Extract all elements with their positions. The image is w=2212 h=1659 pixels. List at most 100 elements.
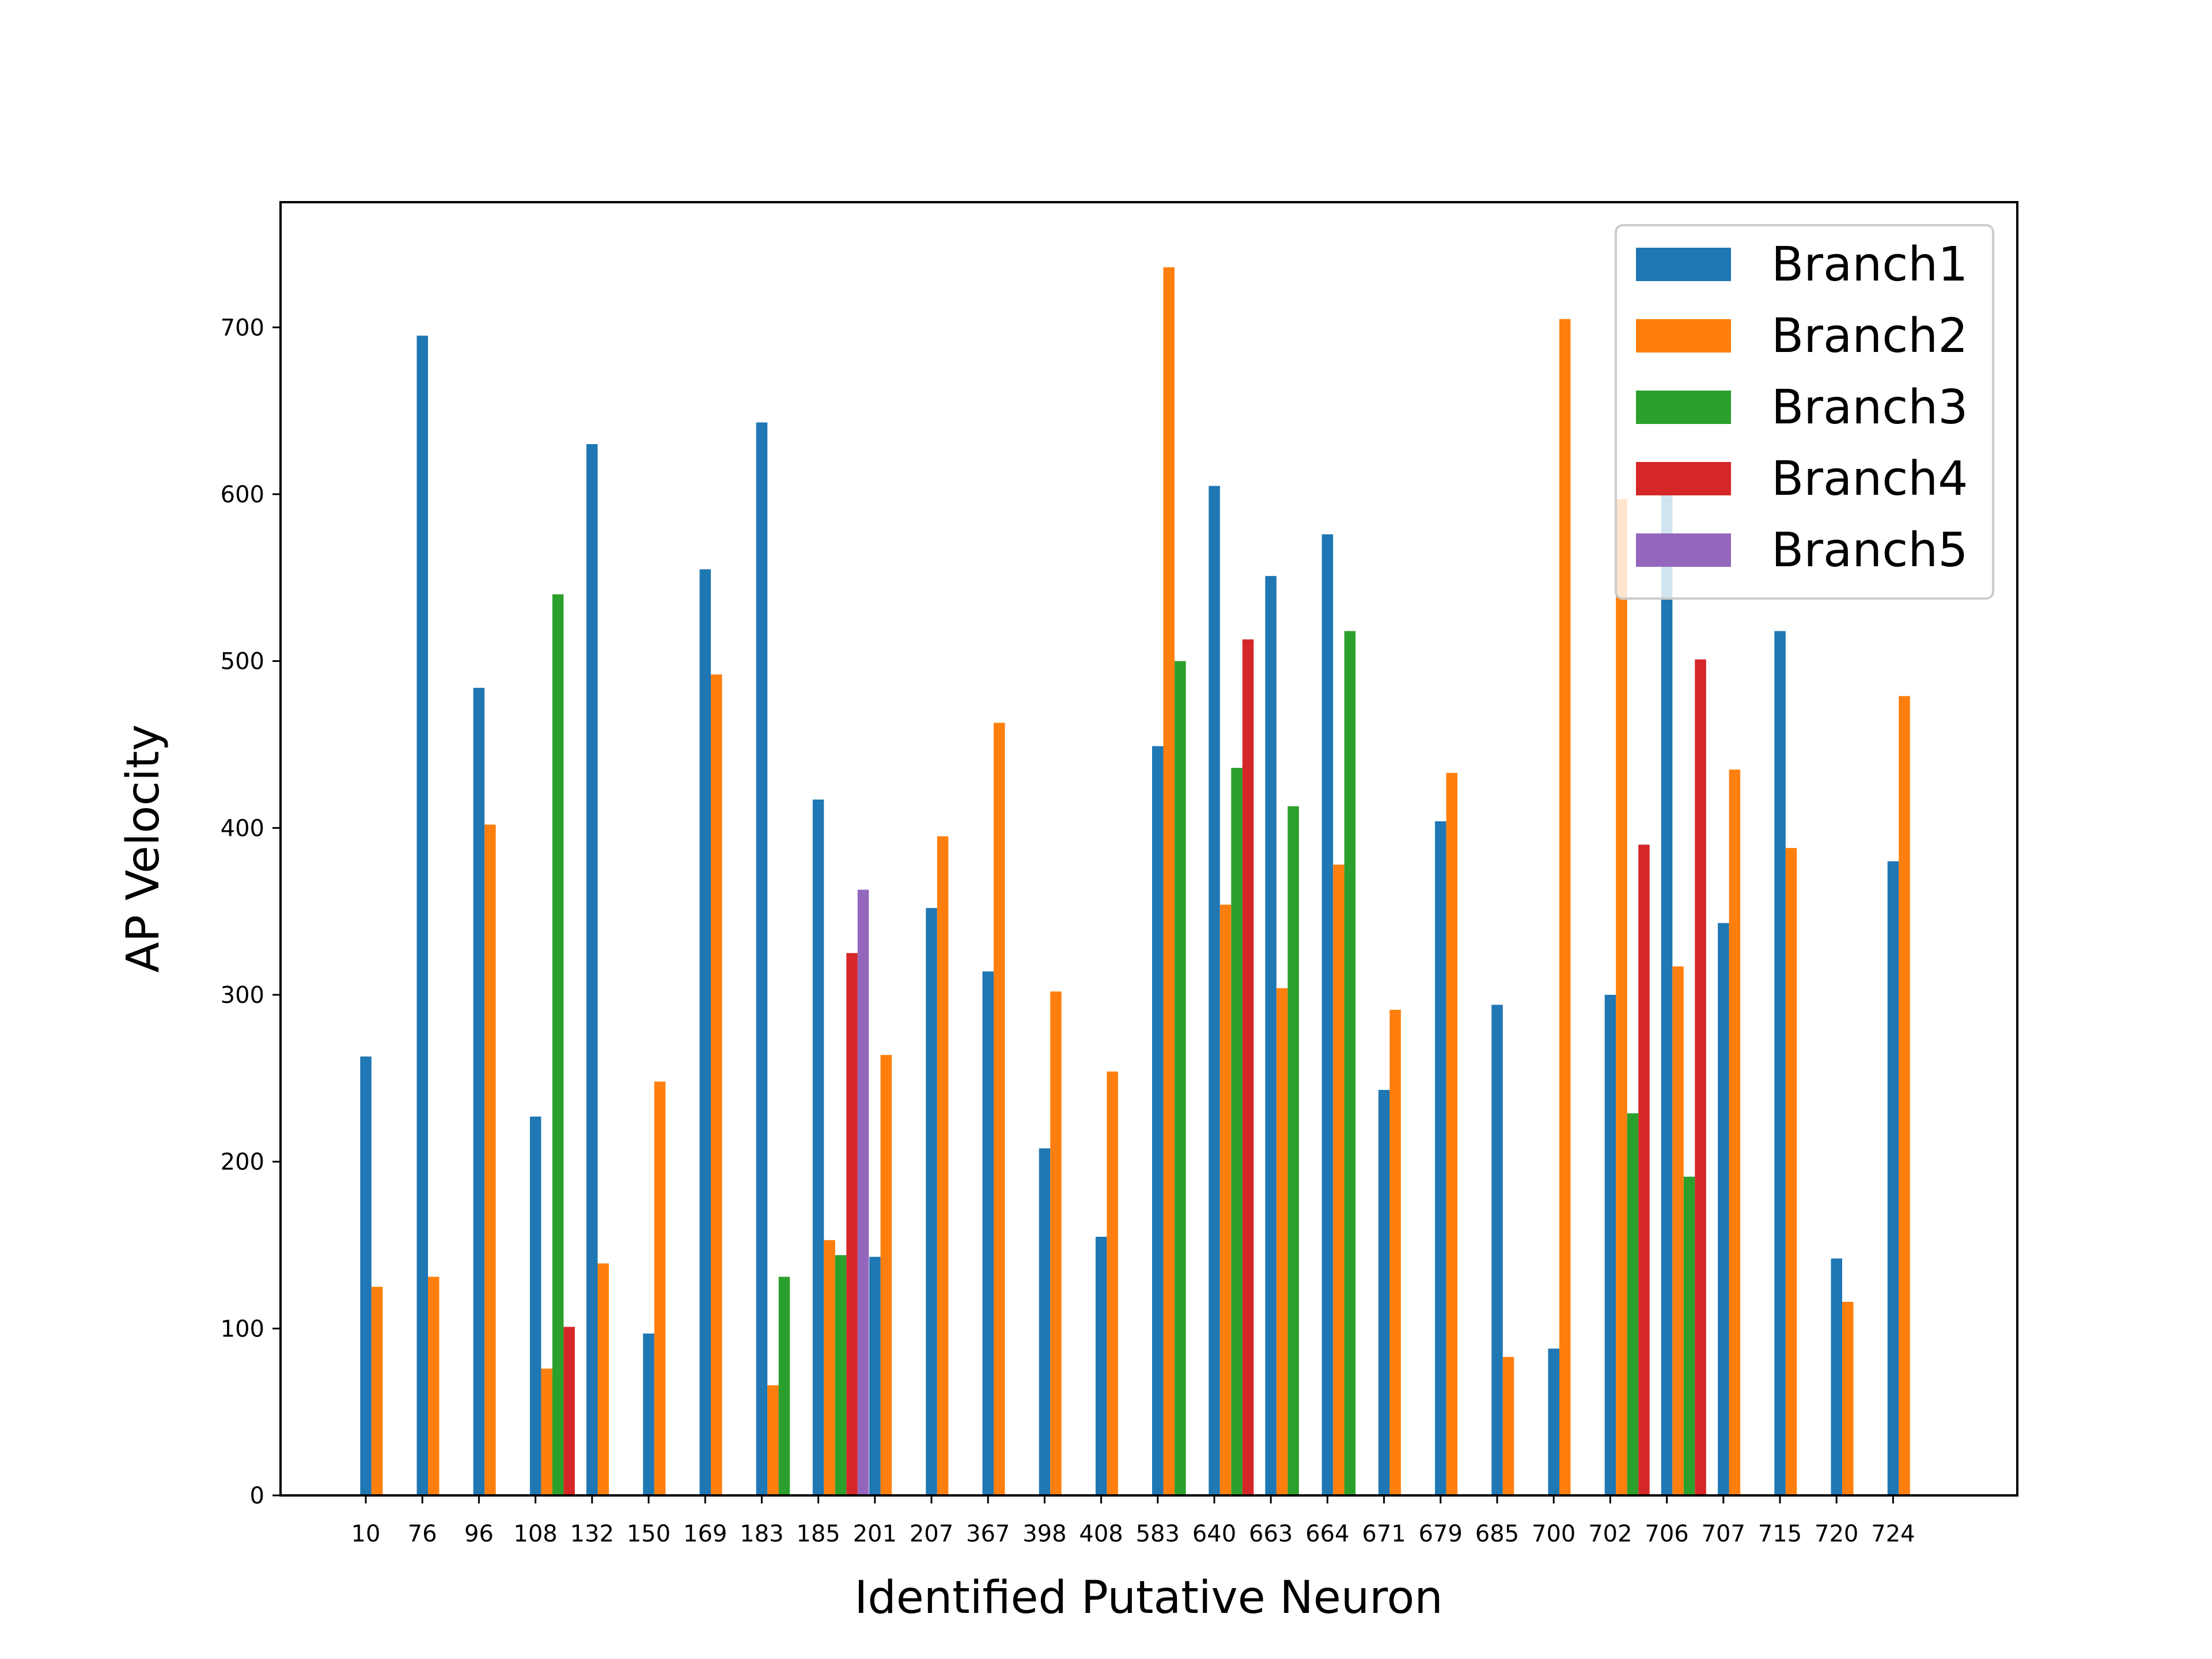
y-tick-label: 0 <box>250 1483 264 1509</box>
x-tick-label: 108 <box>513 1521 557 1547</box>
bar-branch2-367 <box>994 722 1005 1495</box>
x-tick-label: 96 <box>464 1521 494 1547</box>
bar-branch2-150 <box>654 1081 666 1495</box>
x-tick-label: 706 <box>1645 1521 1688 1547</box>
bar-branch2-207 <box>937 836 949 1495</box>
bar-branch2-76 <box>428 1277 440 1495</box>
bar-branch4-185 <box>846 953 858 1495</box>
y-tick-label: 200 <box>221 1149 264 1176</box>
bar-branch2-700 <box>1559 319 1571 1495</box>
x-tick-label: 207 <box>910 1521 953 1547</box>
bar-branch1-10 <box>360 1056 372 1495</box>
y-tick-label: 600 <box>221 482 264 508</box>
x-tick-label: 367 <box>966 1521 1010 1547</box>
bar-branch2-671 <box>1389 1010 1401 1495</box>
bar-branch1-720 <box>1831 1258 1842 1495</box>
y-axis-label: AP Velocity <box>118 724 169 972</box>
y-tick-label: 700 <box>221 315 264 341</box>
bar-branch2-132 <box>597 1263 609 1495</box>
bar-branch2-707 <box>1729 769 1741 1495</box>
bar-branch2-169 <box>711 674 722 1495</box>
bar-branch3-640 <box>1231 768 1243 1495</box>
bar-branch2-724 <box>1899 696 1910 1495</box>
bar-branch1-664 <box>1321 534 1334 1495</box>
legend-swatch-branch2 <box>1636 319 1731 353</box>
bar-branch2-663 <box>1276 988 1288 1495</box>
bar-branch3-108 <box>552 594 564 1495</box>
x-tick-label: 398 <box>1022 1521 1066 1547</box>
bar-branch2-108 <box>541 1368 552 1495</box>
bar-branch2-398 <box>1050 991 1062 1495</box>
bar-branch1-398 <box>1039 1148 1051 1495</box>
x-tick-label: 583 <box>1136 1521 1180 1547</box>
bar-branch3-183 <box>778 1277 790 1495</box>
bar-branch2-679 <box>1446 772 1458 1495</box>
bar-branch4-702 <box>1638 844 1650 1495</box>
legend-label-branch2: Branch2 <box>1771 309 1968 363</box>
bar-branch3-664 <box>1344 631 1356 1495</box>
bar-branch1-715 <box>1774 631 1786 1495</box>
y-tick-label: 100 <box>221 1316 264 1342</box>
x-axis-ticks: 10 76 96 108 132 150 169 183 185 201 207 367 398 408 5… <box>351 1495 1915 1547</box>
bar-branch3-583 <box>1175 661 1186 1495</box>
x-tick-label: 640 <box>1192 1521 1236 1547</box>
x-tick-label: 724 <box>1871 1521 1915 1547</box>
bar-branch5-185 <box>857 889 869 1495</box>
bar-branch1-207 <box>926 908 937 1495</box>
legend-frame <box>1615 224 1994 600</box>
bar-branch1-685 <box>1491 1005 1503 1495</box>
x-tick-label: 707 <box>1702 1521 1745 1547</box>
bar-branch2-640 <box>1219 904 1232 1495</box>
legend: Branch1 Branch2 Branch3 Branch4 Branch5 <box>1615 224 1994 600</box>
x-tick-label: 685 <box>1475 1521 1519 1547</box>
x-tick-label: 76 <box>408 1521 437 1547</box>
bar-branch1-185 <box>812 800 824 1495</box>
bar-branch1-183 <box>756 422 768 1495</box>
legend-label-branch1: Branch1 <box>1771 237 1968 292</box>
bar-branch1-367 <box>982 971 994 1495</box>
bar-branch1-671 <box>1378 1090 1390 1495</box>
bar-branch1-700 <box>1548 1349 1559 1495</box>
bar-branch2-664 <box>1333 865 1344 1495</box>
legend-swatch-branch3 <box>1636 391 1731 424</box>
bar-branch1-663 <box>1265 575 1277 1495</box>
bar-branch2-583 <box>1163 267 1175 1495</box>
x-tick-label: 150 <box>627 1521 671 1547</box>
x-tick-label: 169 <box>683 1521 727 1547</box>
x-tick-label: 679 <box>1419 1521 1463 1547</box>
y-tick-label: 500 <box>221 649 264 675</box>
x-tick-label: 663 <box>1249 1521 1293 1547</box>
axes-frame <box>279 201 2018 1497</box>
y-tick-label: 300 <box>221 982 264 1009</box>
x-tick-label: 408 <box>1079 1521 1123 1547</box>
legend-swatch-branch5 <box>1636 533 1731 567</box>
x-tick-label: 700 <box>1532 1521 1575 1547</box>
bars-group <box>360 267 1910 1496</box>
bar-branch1-201 <box>869 1256 881 1495</box>
x-axis-label: Identified Putative Neuron <box>854 1572 1443 1624</box>
x-tick-label: 715 <box>1758 1521 1802 1547</box>
bar-branch2-706 <box>1672 966 1684 1495</box>
x-tick-label: 201 <box>853 1521 897 1547</box>
bar-branch2-685 <box>1502 1357 1514 1495</box>
legend-label-branch4: Branch4 <box>1771 452 1968 506</box>
bar-branch1-76 <box>416 335 428 1496</box>
bar-branch3-663 <box>1287 806 1299 1495</box>
bar-branch1-169 <box>699 569 711 1495</box>
legend-swatch-branch1 <box>1636 248 1731 281</box>
bar-branch2-10 <box>371 1286 383 1495</box>
bar-branch2-96 <box>484 824 496 1495</box>
x-tick-label: 185 <box>796 1521 840 1547</box>
legend-swatch-branch4 <box>1636 462 1731 495</box>
bar-branch4-108 <box>563 1327 575 1495</box>
bar-branch1-108 <box>529 1116 541 1495</box>
x-tick-label: 183 <box>740 1521 783 1547</box>
y-axis-ticks: 0 100 200 300 400 500 600 700 <box>221 315 281 1509</box>
bar-branch3-702 <box>1627 1113 1639 1495</box>
y-tick-label: 400 <box>221 815 264 842</box>
bar-branch1-707 <box>1718 923 1729 1495</box>
bar-branch1-96 <box>473 688 485 1495</box>
x-tick-label: 132 <box>570 1521 614 1547</box>
bar-branch3-706 <box>1683 1176 1695 1495</box>
